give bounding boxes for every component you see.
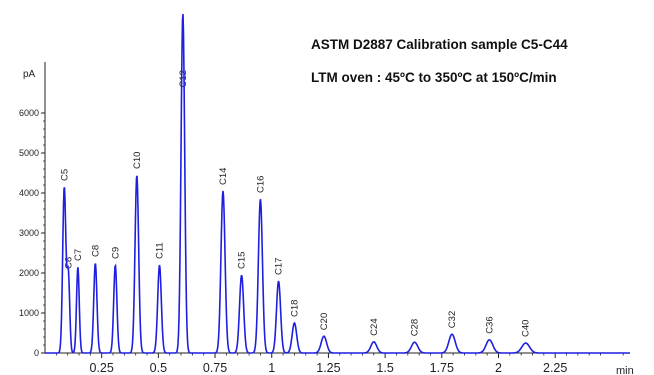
peak-label-c8: C8 — [90, 245, 101, 257]
peak-label-c11: C11 — [155, 242, 166, 259]
y-tick-label: 6000 — [19, 108, 39, 118]
x-tick-label: 1.25 — [316, 361, 340, 375]
y-tick-label: 3000 — [19, 228, 39, 238]
chart-subtitle: LTM oven : 45ºC to 350ºC at 150ºC/min — [311, 70, 557, 85]
x-axis-label: min — [616, 365, 634, 375]
y-tick-label: 4000 — [19, 188, 39, 198]
peak-label-c40: C40 — [521, 320, 532, 337]
peak-label-c32: C32 — [447, 311, 458, 328]
y-tick-label: 0 — [34, 348, 39, 358]
peak-label-c9: C9 — [110, 247, 121, 259]
x-tick-label: 1.5 — [376, 361, 393, 375]
peak-label-c24: C24 — [369, 318, 380, 335]
peak-label-c5: C5 — [59, 169, 70, 181]
signal-trace — [45, 13, 630, 354]
x-tick-label: 2 — [495, 361, 502, 375]
peak-label-c6: C6 — [63, 257, 74, 269]
peak-label-c7: C7 — [73, 249, 84, 261]
x-tick-label: 1 — [268, 361, 275, 375]
peak-label-c36: C36 — [484, 316, 495, 333]
x-tick-label: 2.25 — [543, 361, 567, 375]
x-tick-label: 0.5 — [150, 361, 167, 375]
peak-label-c15: C15 — [237, 252, 248, 269]
y-tick-label: 5000 — [19, 148, 39, 158]
peak-label-c17: C17 — [274, 258, 285, 275]
peak-label-c18: C18 — [289, 300, 300, 317]
y-tick-label: 1000 — [19, 308, 39, 318]
peak-label-c28: C28 — [410, 319, 421, 336]
y-tick-label: 2000 — [19, 268, 39, 278]
x-tick-label: 0.75 — [203, 361, 227, 375]
y-axis-label: pA — [23, 69, 36, 80]
x-tick-label: 1.75 — [430, 361, 454, 375]
peak-label-c14: C14 — [218, 168, 229, 185]
peak-label-c20: C20 — [319, 313, 330, 330]
x-tick-label: 0.25 — [90, 361, 114, 375]
peak-label-c16: C16 — [255, 176, 266, 193]
peak-label-c10: C10 — [132, 152, 143, 169]
chart-title: ASTM D2887 Calibration sample C5-C44 — [311, 37, 568, 52]
